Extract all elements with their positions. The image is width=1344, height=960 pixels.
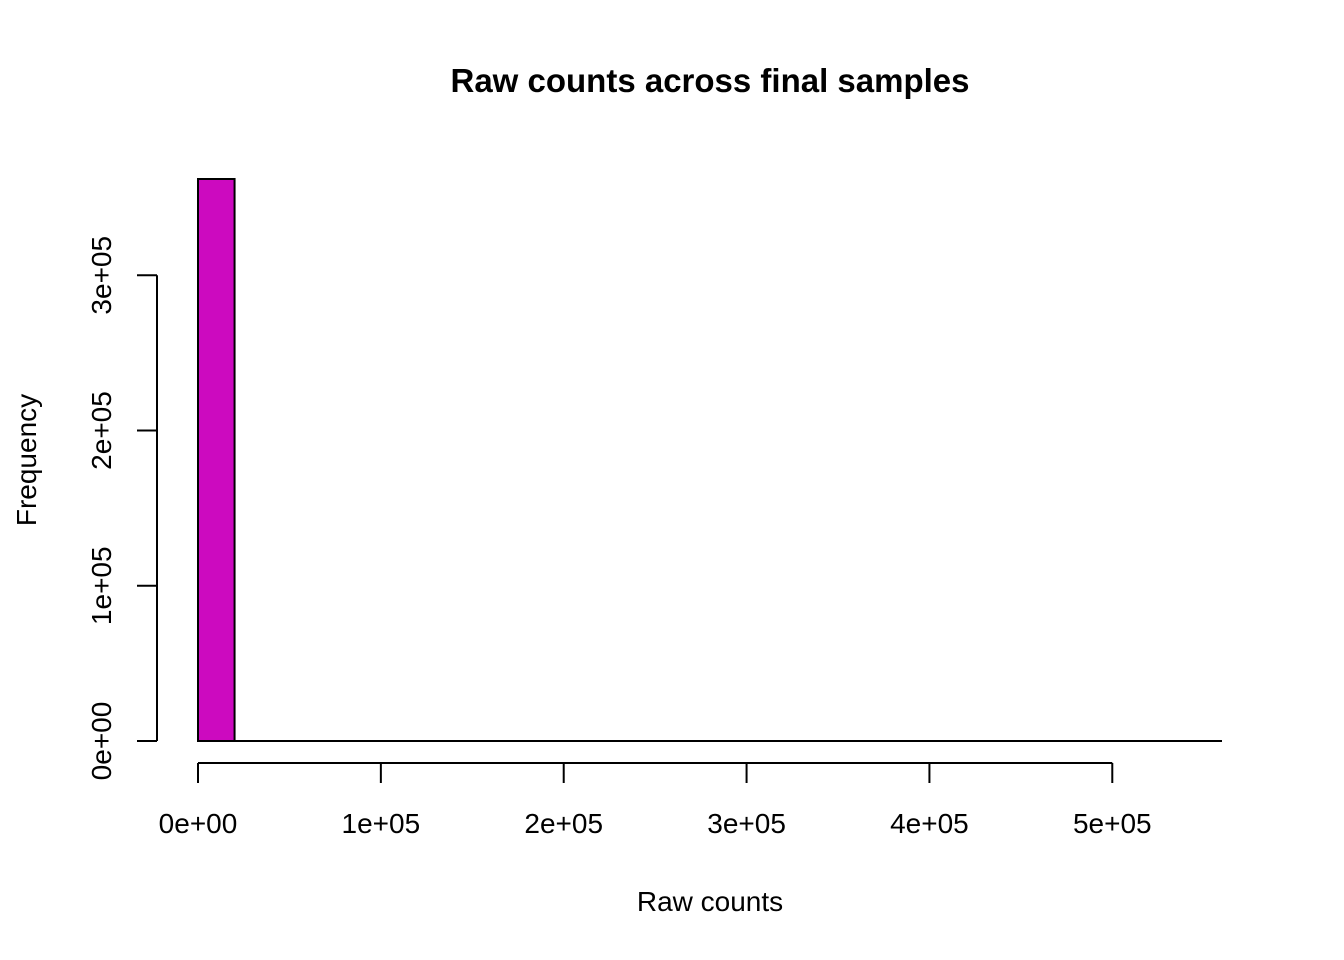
y-tick-label: 0e+00 [86, 702, 117, 781]
x-tick-label: 1e+05 [342, 808, 421, 839]
y-tick-label: 2e+05 [86, 391, 117, 470]
y-tick-label: 1e+05 [86, 546, 117, 625]
x-tick-label: 0e+00 [159, 808, 238, 839]
y-axis-label: Frequency [11, 394, 42, 526]
x-tick-label: 3e+05 [707, 808, 786, 839]
x-axis: 0e+00 1e+05 2e+05 3e+05 4e+05 5e+05 [159, 762, 1152, 839]
x-tick-label: 5e+05 [1073, 808, 1152, 839]
x-axis-label: Raw counts [637, 886, 783, 917]
x-tick-label: 2e+05 [524, 808, 603, 839]
x-tick-label: 4e+05 [890, 808, 969, 839]
histogram-bar [197, 178, 236, 742]
y-axis: 0e+00 1e+05 2e+05 3e+05 [86, 236, 158, 781]
chart-title: Raw counts across final samples [450, 62, 969, 99]
bars-group [197, 178, 1222, 742]
y-tick-label: 3e+05 [86, 236, 117, 315]
